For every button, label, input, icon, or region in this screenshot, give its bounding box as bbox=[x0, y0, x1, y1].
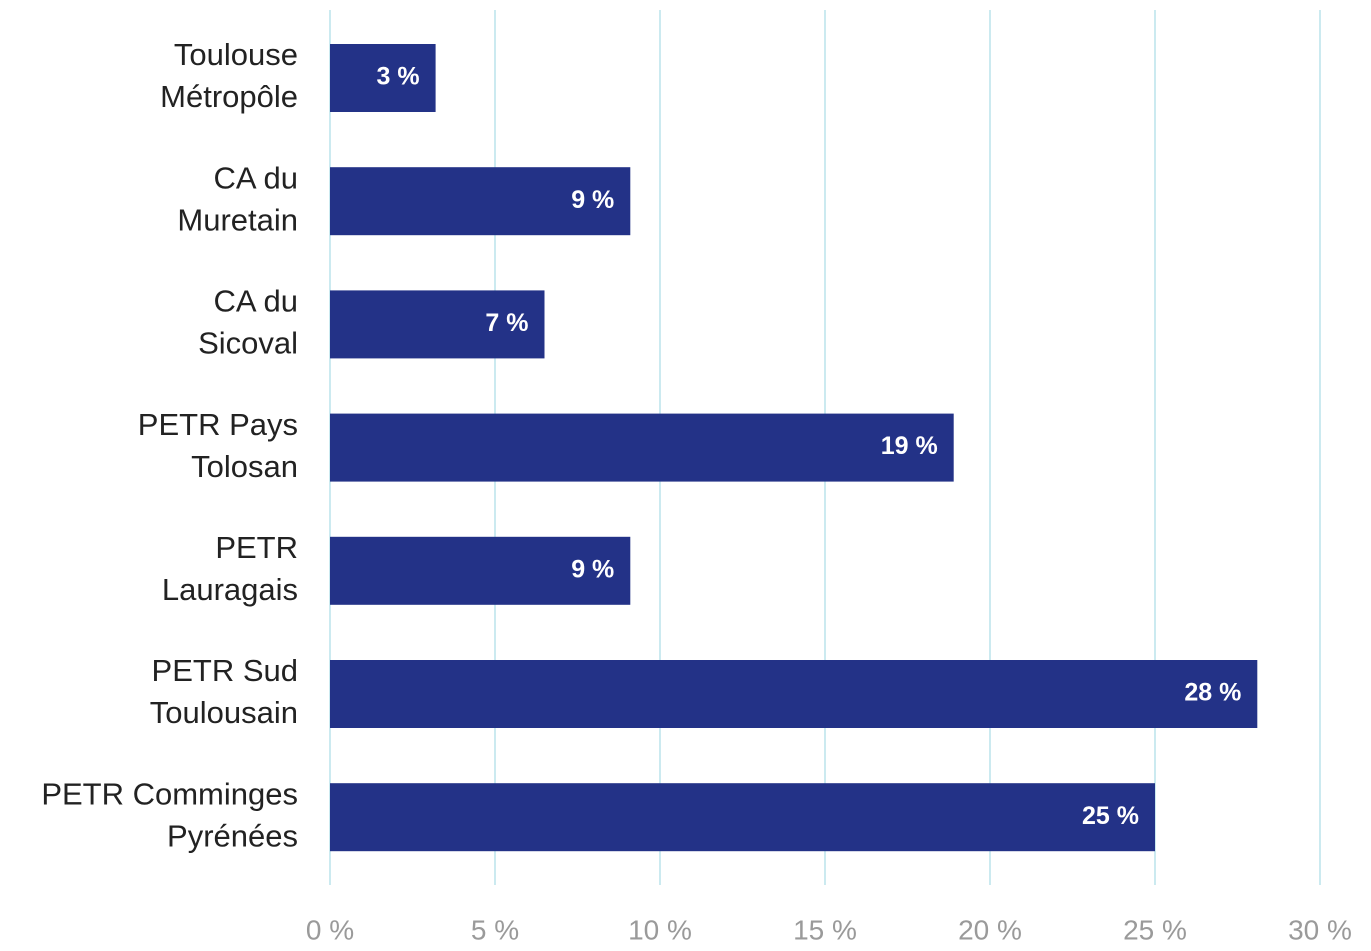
bar bbox=[330, 783, 1155, 852]
x-tick-label: 5 % bbox=[471, 914, 519, 945]
value-label: 7 % bbox=[485, 309, 528, 337]
bar bbox=[330, 660, 1258, 728]
bar bbox=[330, 413, 954, 482]
category-label: PETR bbox=[215, 530, 298, 565]
category-label: PETR Comminges bbox=[41, 776, 298, 811]
category-label: Toulousain bbox=[150, 695, 298, 730]
category-label: Pyrénées bbox=[167, 818, 298, 853]
x-tick-label: 20 % bbox=[958, 914, 1022, 945]
category-label: Muretain bbox=[177, 202, 298, 237]
bar bbox=[330, 167, 631, 236]
x-tick-label: 25 % bbox=[1123, 914, 1187, 945]
category-label: Sicoval bbox=[198, 326, 298, 361]
category-label: CA du bbox=[214, 284, 298, 319]
category-label: CA du bbox=[214, 160, 298, 195]
x-tick-label: 10 % bbox=[628, 914, 692, 945]
value-label: 9 % bbox=[571, 555, 614, 583]
category-label: Toulouse bbox=[174, 37, 298, 72]
value-label: 19 % bbox=[881, 432, 938, 460]
x-tick-label: 15 % bbox=[793, 914, 857, 945]
category-label: PETR Sud bbox=[152, 653, 298, 688]
value-label: 3 % bbox=[377, 63, 420, 91]
value-label: 25 % bbox=[1082, 802, 1139, 830]
category-label: PETR Pays bbox=[138, 407, 298, 442]
x-tick-label: 30 % bbox=[1288, 914, 1352, 945]
bar bbox=[330, 536, 631, 605]
bar bbox=[330, 290, 545, 359]
value-label: 9 % bbox=[571, 186, 614, 214]
category-label: Métropôle bbox=[160, 79, 298, 114]
x-tick-label: 0 % bbox=[306, 914, 354, 945]
bar bbox=[330, 44, 436, 112]
category-label: Lauragais bbox=[162, 572, 298, 607]
value-label: 28 % bbox=[1184, 679, 1241, 707]
category-label: Tolosan bbox=[191, 449, 298, 484]
